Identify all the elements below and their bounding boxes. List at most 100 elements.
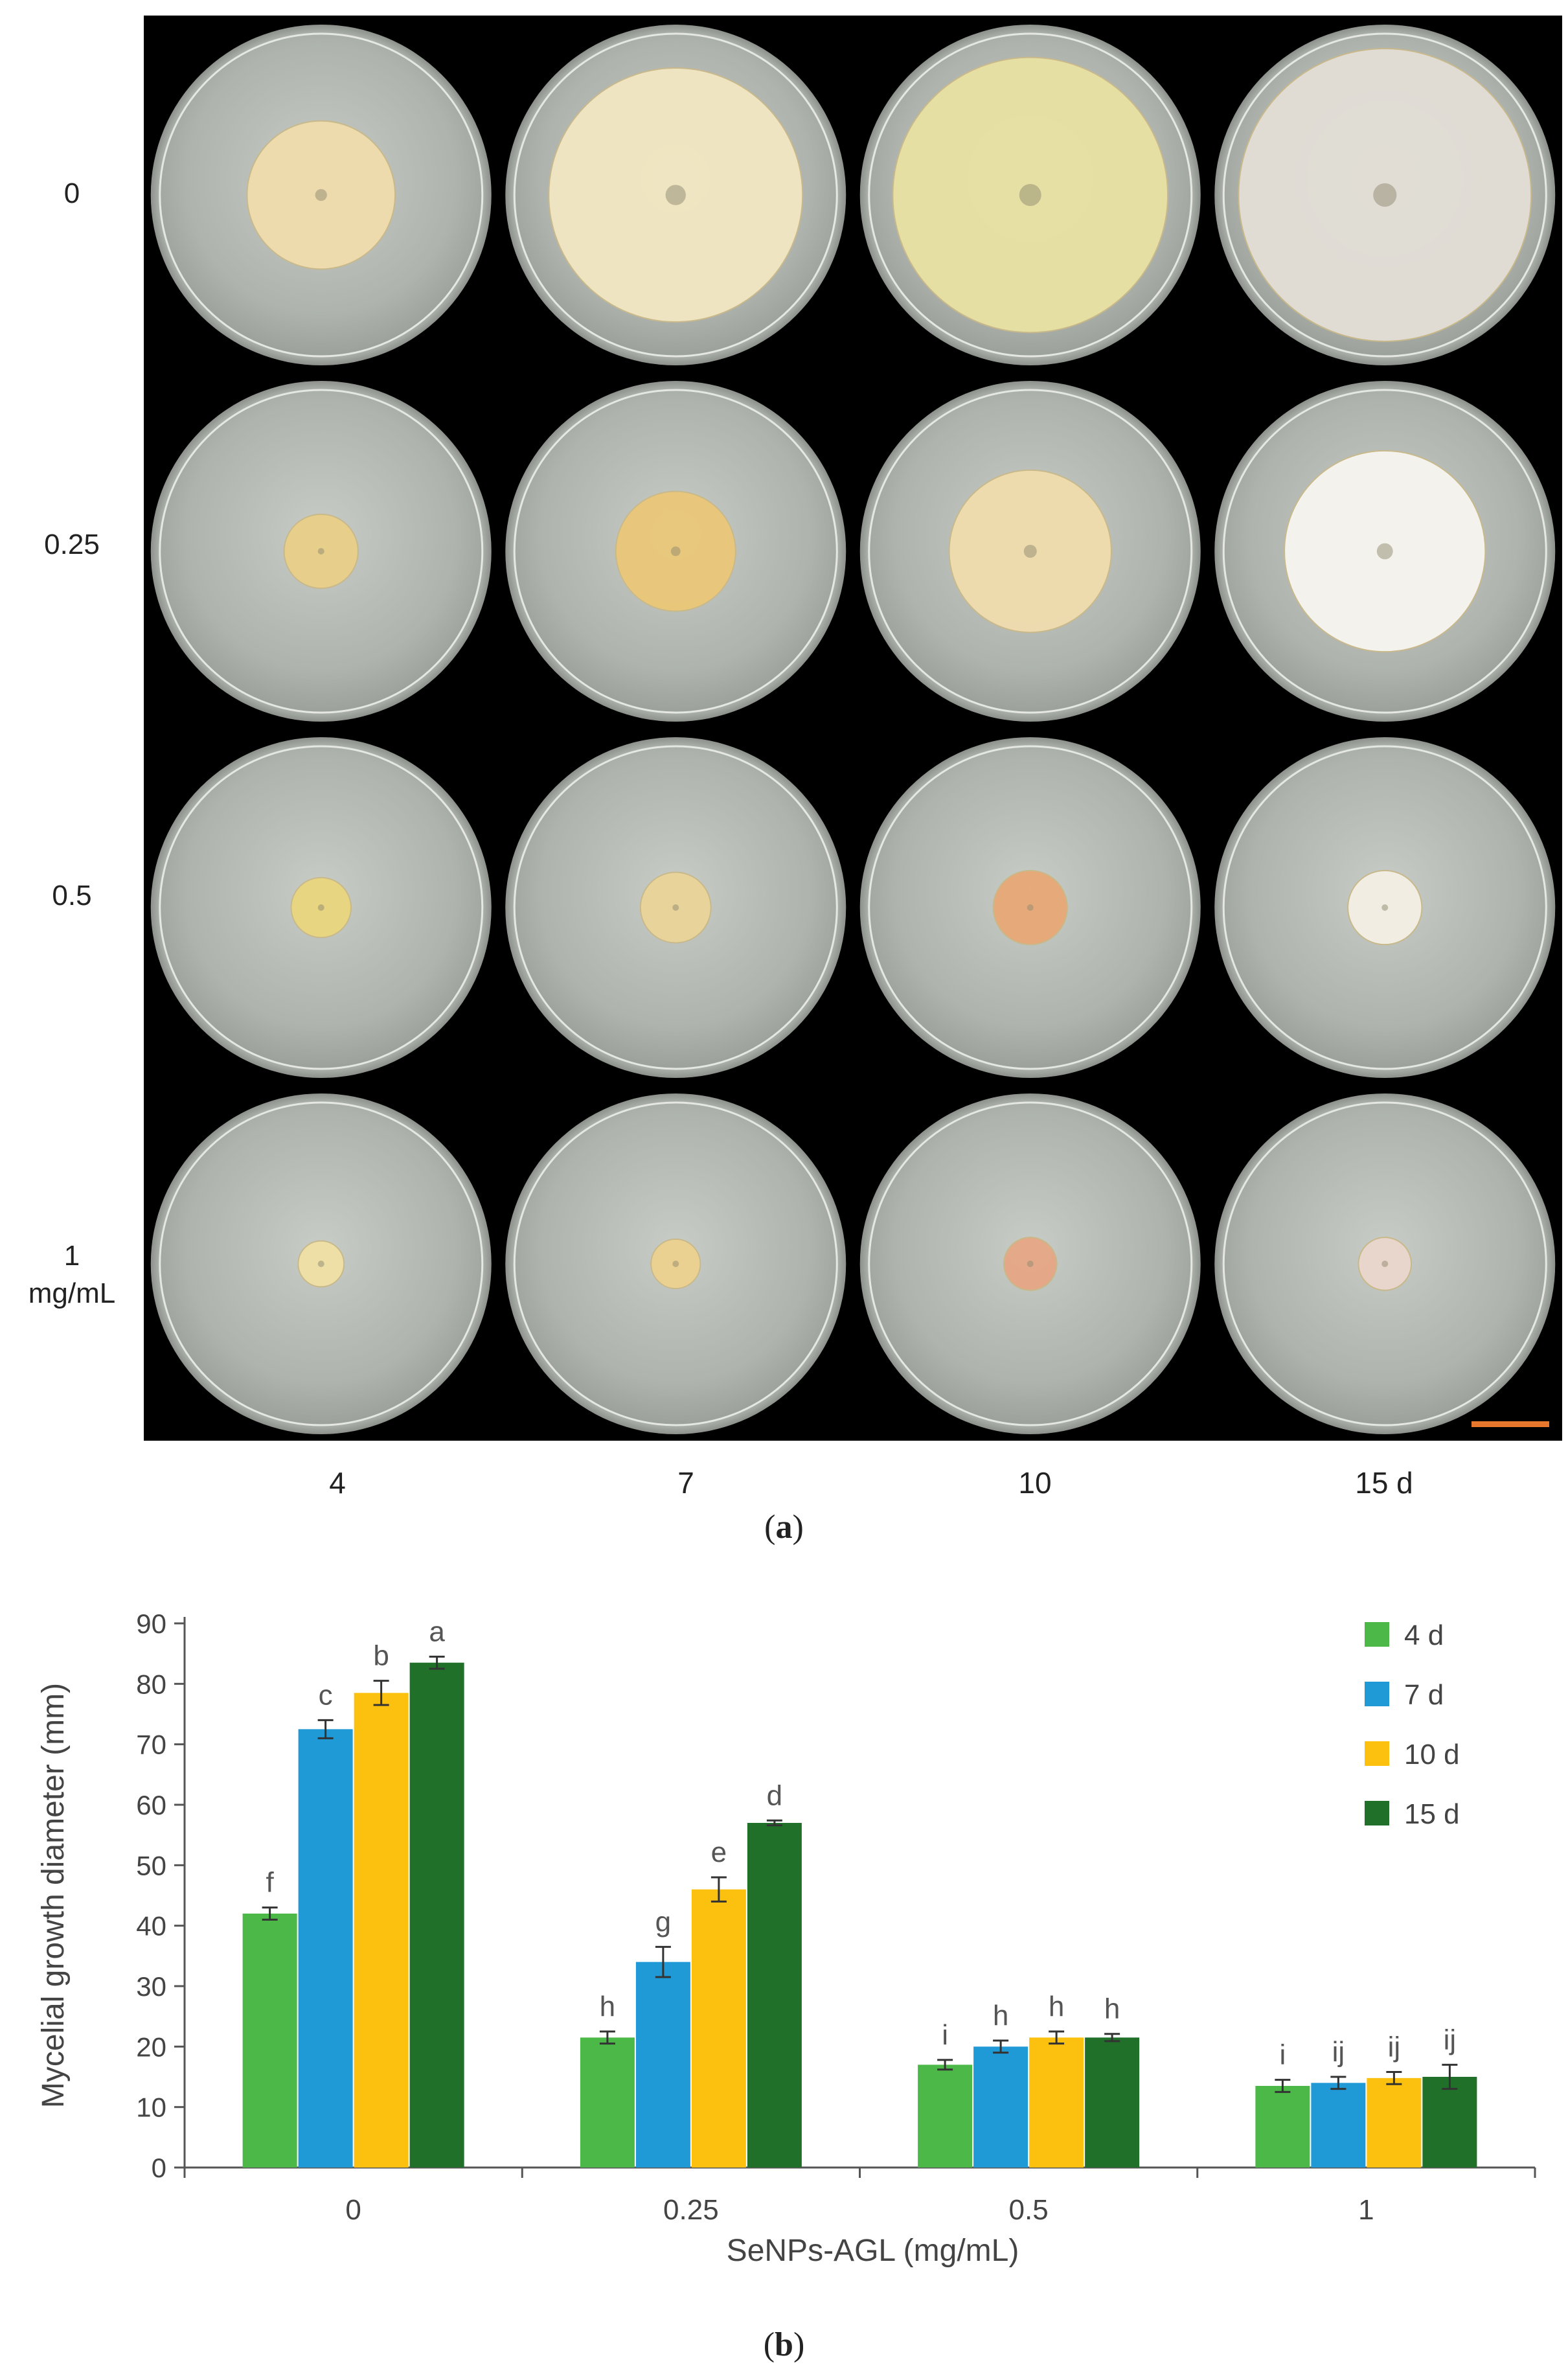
petri-dish-photo-grid [144, 16, 1562, 1441]
significance-letter: a [429, 1616, 445, 1647]
petri-dish-3-3 [1214, 1093, 1556, 1434]
colony-inoculum [672, 1261, 679, 1267]
bar [354, 1693, 409, 2168]
column-label-7: 7 [677, 1466, 694, 1500]
colony-inoculum [317, 548, 324, 555]
colony-inoculum [670, 546, 681, 556]
petri-dish-1-2 [859, 381, 1201, 722]
bar [1422, 2077, 1477, 2168]
significance-letter: ij [1444, 2024, 1457, 2055]
petri-dish-2-3 [1214, 737, 1556, 1078]
colony-inoculum [1381, 904, 1389, 911]
bar [1029, 2037, 1084, 2168]
legend: 4 d 7 d 10 d 15 d [1365, 1619, 1460, 1830]
significance-letter: ij [1332, 2036, 1345, 2068]
panel-a-caption: (a) [764, 1509, 804, 1546]
bar [298, 1729, 353, 2168]
bar [242, 1914, 297, 2168]
legend-swatch [1365, 1622, 1389, 1647]
colony-inoculum [1376, 543, 1393, 560]
bar [1367, 2077, 1422, 2168]
petri-dish-2-0 [150, 737, 492, 1078]
scale-bar [1471, 1421, 1549, 1427]
colony-inoculum [1027, 1261, 1034, 1267]
significance-letter: c [319, 1679, 333, 1711]
colony-inoculum [1373, 183, 1397, 207]
bar [1255, 2086, 1310, 2168]
x-tick-label: 0.25 [663, 2194, 719, 2226]
petri-dish-1-1 [505, 381, 846, 722]
petri-dish-2-2 [859, 737, 1201, 1078]
column-label-4: 4 [329, 1466, 346, 1500]
panel-b-letter: b [775, 2326, 793, 2363]
row-label-0.25: 0.25 [44, 529, 100, 560]
y-tick-label: 30 [136, 1971, 166, 2002]
significance-letter: h [600, 1991, 615, 2022]
row-label-0: 0 [63, 177, 80, 209]
y-tick-label: 90 [136, 1608, 166, 1639]
petri-dish-3-2 [859, 1093, 1201, 1434]
significance-letter: h [993, 2000, 1008, 2031]
bar [918, 2065, 973, 2168]
petri-dish-0-3 [1214, 25, 1556, 365]
significance-letter: ij [1388, 2031, 1401, 2063]
bar [691, 1889, 746, 2168]
colony-inoculum [317, 904, 324, 911]
petri-dish-1-3 [1214, 381, 1556, 722]
petri-dish-0-1 [505, 25, 846, 365]
significance-letter: f [266, 1867, 275, 1899]
y-tick-label: 40 [136, 1911, 166, 1941]
significance-letter: d [767, 1779, 782, 1811]
legend-swatch [1365, 1801, 1389, 1825]
colony-inoculum [1019, 184, 1041, 206]
significance-letter: b [373, 1640, 389, 1672]
x-tick-label: 1 [1358, 2194, 1374, 2226]
significance-letter: h [1049, 1991, 1064, 2022]
colony-inoculum [315, 189, 327, 201]
petri-dish-2-1 [505, 737, 846, 1078]
colony-inoculum [672, 904, 679, 911]
bar [747, 1823, 802, 2168]
y-tick-label: 20 [136, 2031, 166, 2062]
colony-inoculum [1027, 904, 1034, 911]
x-axis-title: SeNPs-AGL (mg/mL) [727, 2234, 1019, 2268]
significance-letter: g [655, 1906, 671, 1938]
y-tick-label: 10 [136, 2092, 166, 2123]
significance-letter: h [1104, 1993, 1120, 2025]
bar [1311, 2083, 1366, 2168]
colony-inoculum [665, 185, 686, 205]
legend-swatch [1365, 1741, 1389, 1766]
legend-label: 7 d [1404, 1679, 1444, 1711]
significance-letter: i [942, 2019, 948, 2051]
petri-dish-0-2 [859, 25, 1201, 365]
bar [409, 1662, 464, 2168]
y-tick-label: 0 [152, 2153, 166, 2183]
colony-inoculum [1023, 544, 1037, 558]
y-tick-label: 80 [136, 1669, 166, 1699]
petri-dish-3-1 [505, 1093, 846, 1434]
colony-inoculum [1381, 1261, 1389, 1267]
x-tick-label: 0 [345, 2194, 361, 2226]
bar [635, 1962, 690, 2168]
significance-letter: e [711, 1836, 727, 1868]
column-label-10: 10 [1018, 1466, 1052, 1500]
legend-label: 4 d [1404, 1619, 1444, 1651]
colony-inoculum [317, 1261, 324, 1267]
bar [580, 2037, 635, 2168]
legend-label: 15 d [1404, 1798, 1460, 1830]
y-tick-label: 50 [136, 1850, 166, 1881]
petri-dish-1-0 [150, 381, 492, 722]
bar [1085, 2037, 1140, 2168]
panel-a-letter: a [775, 1509, 793, 1546]
y-tick-label: 60 [136, 1790, 166, 1820]
legend-swatch [1365, 1682, 1389, 1706]
growth-bar-chart: 0 10 20 30 40 50 60 70 80 90 f c b a 0 h g e d 0.25 i h h h 0.5 i… [0, 1581, 1568, 2280]
row-label-unit: mg/mL [28, 1277, 116, 1309]
significance-letter: i [1279, 2039, 1286, 2071]
legend-label: 10 d [1404, 1739, 1460, 1770]
bar [973, 2046, 1028, 2168]
x-tick-label: 0.5 [1009, 2194, 1049, 2226]
petri-dish-0-0 [150, 25, 492, 365]
panel-b-caption: (b) [763, 2326, 805, 2363]
row-label-1: 1 [63, 1240, 80, 1272]
